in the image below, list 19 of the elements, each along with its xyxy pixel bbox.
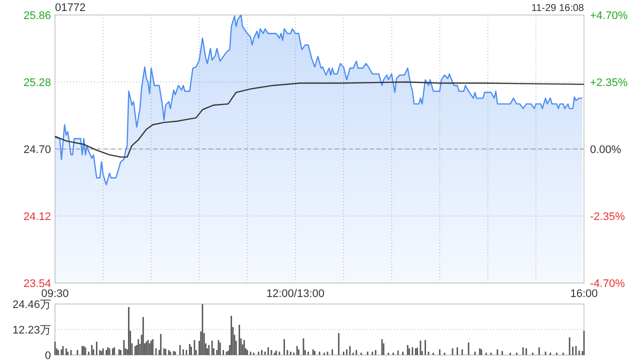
x-tick-label: 09:30 [41, 288, 69, 300]
line-series [54, 81, 585, 158]
y-tick-label: 23.54 [23, 278, 51, 290]
chart-title: 01772 [55, 2, 86, 14]
y-tick-label: 24.12 [23, 211, 51, 223]
x-tick-label: 12:00/13:00 [266, 288, 325, 300]
x-tick-label: 16:00 [570, 288, 598, 300]
y-tick-label: 0 [44, 350, 51, 360]
y2-tick-label: +4.70% [590, 10, 628, 22]
y-tick-label: 25.28 [23, 77, 51, 89]
y2-tick-label: -4.70% [590, 278, 626, 290]
y-tick-label: 24.70 [23, 144, 51, 156]
y-tick-label: 12.23万 [12, 324, 51, 336]
y-tick-label: 25.86 [23, 10, 51, 22]
y2-tick-label: 0.00% [590, 144, 622, 156]
y2-tick-label: -2.35% [590, 211, 626, 223]
y2-tick-label: +2.35% [590, 77, 628, 89]
y-tick-label: 24.46万 [12, 299, 51, 311]
chart-subtitle: 11-29 16:08 [531, 3, 584, 14]
